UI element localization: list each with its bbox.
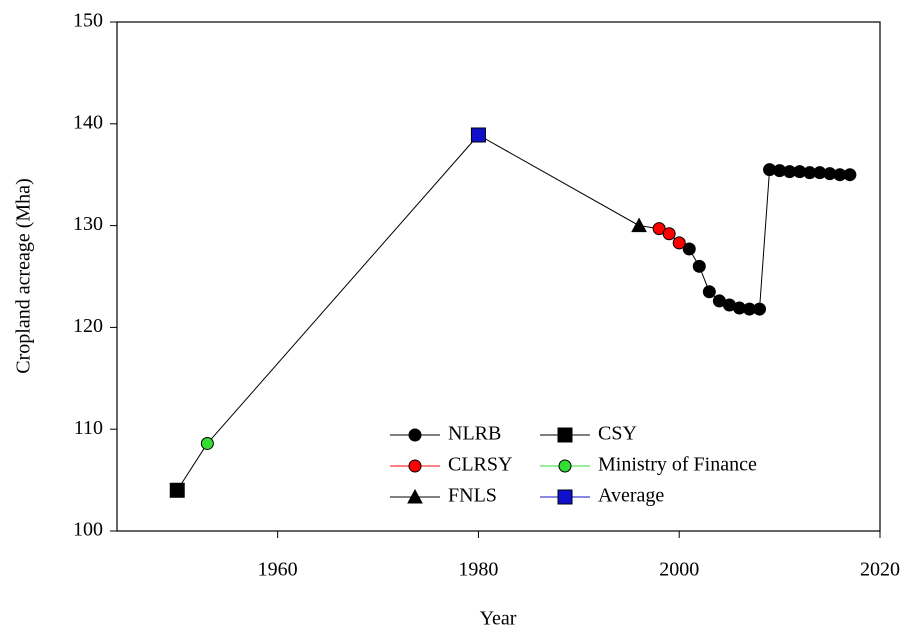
connector-line [176, 443, 208, 491]
legend-label: CLRSY [448, 454, 512, 476]
connector-line [759, 169, 771, 310]
y-tick-label: 150 [73, 10, 103, 32]
marker [557, 427, 573, 443]
marker [407, 488, 423, 504]
marker [408, 459, 422, 473]
y-axis-label: Cropland acreage (Mha) [13, 178, 35, 373]
plot-frame [116, 21, 881, 532]
y-tick-label: 120 [73, 315, 103, 337]
marker [753, 302, 767, 316]
y-tick-label: 100 [73, 519, 103, 541]
marker [470, 127, 486, 143]
x-tick-label: 2020 [860, 559, 900, 581]
legend-label: NLRB [448, 423, 501, 445]
y-tick-label: 110 [74, 417, 103, 439]
marker [408, 428, 422, 442]
connector-line [478, 134, 640, 227]
marker [200, 436, 214, 450]
marker [557, 489, 573, 505]
marker [692, 259, 706, 273]
x-tick-label: 1980 [458, 559, 498, 581]
x-tick-label: 1960 [258, 559, 298, 581]
x-tick-label: 2000 [659, 559, 699, 581]
legend-label: Average [598, 485, 664, 507]
connector-line [206, 134, 479, 444]
marker [682, 242, 696, 256]
marker [662, 227, 676, 241]
marker [843, 168, 857, 182]
x-axis-label: Year [480, 608, 517, 630]
legend-label: CSY [598, 423, 637, 445]
legend-label: Ministry of Finance [598, 454, 757, 476]
marker [169, 482, 185, 498]
y-tick-label: 130 [73, 213, 103, 235]
legend-label: FNLS [448, 485, 497, 507]
marker [702, 285, 716, 299]
marker [631, 217, 647, 233]
marker [672, 236, 686, 250]
marker [558, 459, 572, 473]
y-tick-label: 140 [73, 111, 103, 133]
